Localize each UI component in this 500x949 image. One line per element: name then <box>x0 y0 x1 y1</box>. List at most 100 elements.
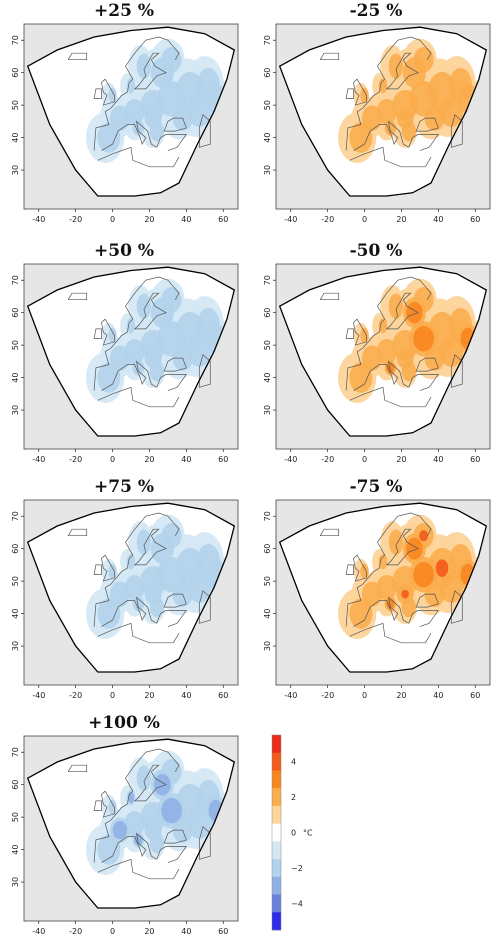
coastline <box>450 114 463 148</box>
field-core <box>439 96 463 127</box>
x-tick-label: 20 <box>144 927 154 936</box>
colorbar-segment <box>272 912 281 931</box>
coastline <box>415 593 439 608</box>
y-tick-label: 50 <box>11 100 20 110</box>
x-tick-label: -40 <box>32 215 45 224</box>
field-core <box>388 293 404 319</box>
coastline <box>97 386 180 408</box>
panel-minus25: -25 % -40 -20 0 20 40 60 30 40 50 60 70 <box>252 0 500 237</box>
y-tick-label: 30 <box>263 405 272 415</box>
x-tick-label: 60 <box>470 455 480 464</box>
x-tick-label: -40 <box>32 691 45 700</box>
coastline <box>415 357 439 372</box>
x-tick-label: 0 <box>362 691 367 700</box>
coastline <box>415 117 439 132</box>
x-tick-label: 0 <box>110 927 115 936</box>
coastline <box>101 318 115 346</box>
colorbar-segment <box>272 805 281 824</box>
y-tick-label: 70 <box>11 35 20 45</box>
x-tick-label: 60 <box>218 215 228 224</box>
domain-boundary <box>26 266 236 437</box>
coastline <box>198 354 211 388</box>
field-core <box>349 362 373 393</box>
colorbar-segment <box>272 735 281 754</box>
coastline <box>67 292 88 301</box>
field-core <box>360 563 369 579</box>
x-tick-label: 20 <box>396 691 406 700</box>
y-tick-label: 30 <box>11 405 20 415</box>
y-tick-label: 30 <box>11 165 20 175</box>
x-tick-label: 0 <box>362 215 367 224</box>
coastline <box>353 318 367 346</box>
coastline <box>353 78 367 106</box>
field-core <box>154 773 171 796</box>
map: -40 -20 0 20 40 60 30 40 50 60 70 <box>11 263 239 464</box>
field-core <box>124 338 145 365</box>
field-core <box>360 327 369 343</box>
field-core <box>396 107 414 129</box>
coastline <box>163 593 187 608</box>
y-tick-label: 60 <box>263 68 272 78</box>
coastline <box>101 832 187 863</box>
y-tick-label: 40 <box>11 373 20 383</box>
coastline <box>163 357 187 372</box>
field-core <box>376 574 397 601</box>
field-core <box>378 554 388 570</box>
map: -40 -20 0 20 40 60 30 40 50 60 70 <box>11 23 239 224</box>
coastline <box>450 590 463 624</box>
x-tick-label: 20 <box>144 215 154 224</box>
x-tick-label: 20 <box>144 691 154 700</box>
x-tick-label: -40 <box>284 215 297 224</box>
y-tick-label: 70 <box>11 275 20 285</box>
coastline <box>349 622 432 644</box>
domain-boundary <box>26 26 236 197</box>
coastline <box>345 564 354 575</box>
x-tick-label: -40 <box>284 455 297 464</box>
coastline <box>349 146 432 168</box>
coastline <box>93 328 102 339</box>
y-tick-label: 70 <box>263 275 272 285</box>
coastline <box>163 117 187 132</box>
field-core <box>413 47 434 73</box>
field-core <box>439 336 463 367</box>
panel-plus100: +100 % -40 -20 0 20 40 60 30 40 50 60 70 <box>0 712 248 949</box>
y-tick-label: 60 <box>11 68 20 78</box>
field-core <box>161 523 182 549</box>
coastline <box>319 52 340 61</box>
y-tick-label: 40 <box>263 133 272 143</box>
y-tick-label: 40 <box>263 373 272 383</box>
map: -40 -20 0 20 40 60 30 40 50 60 70 <box>11 499 239 700</box>
x-tick-label: 0 <box>362 455 367 464</box>
field-core <box>406 537 423 560</box>
y-tick-label: 40 <box>263 609 272 619</box>
coastline <box>345 36 432 151</box>
field-core <box>132 596 145 612</box>
field-core <box>349 598 373 629</box>
field-core <box>97 122 121 153</box>
coastline <box>353 554 367 582</box>
field-core <box>439 572 463 603</box>
field-core <box>108 799 117 815</box>
field-core <box>108 327 117 343</box>
field-core <box>386 362 395 374</box>
x-tick-label: 0 <box>110 215 115 224</box>
y-tick-label: 70 <box>263 511 272 521</box>
coastline <box>133 528 167 566</box>
field-core <box>126 554 136 570</box>
panel-title: +75 % <box>94 477 154 497</box>
field-core <box>376 338 397 365</box>
field-core <box>413 325 434 352</box>
y-tick-label: 50 <box>11 340 20 350</box>
coastline <box>385 52 419 90</box>
coastline <box>97 858 180 880</box>
field-core <box>161 47 182 73</box>
field-core <box>136 529 152 555</box>
domain-boundary <box>278 502 488 673</box>
x-tick-label: 60 <box>470 215 480 224</box>
x-tick-label: 60 <box>218 455 228 464</box>
colorbar-segment <box>272 859 281 878</box>
coastline <box>349 386 432 408</box>
field-core <box>161 287 182 313</box>
coastline <box>133 764 167 802</box>
x-tick-label: 40 <box>433 215 443 224</box>
